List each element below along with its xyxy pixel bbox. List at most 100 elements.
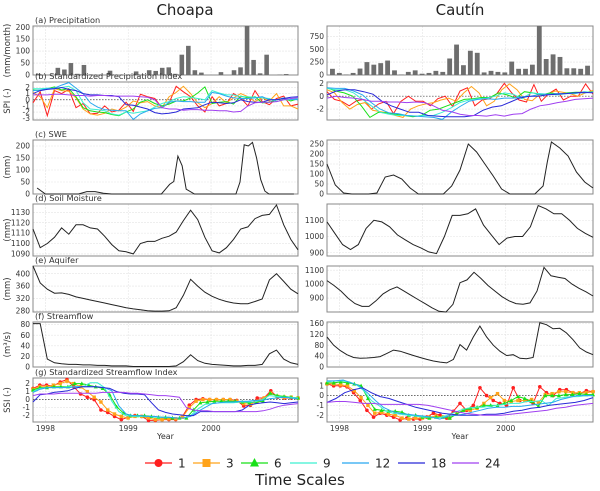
x-tick-label: 1998	[36, 424, 55, 433]
marker-triangle	[543, 393, 548, 398]
marker-square	[516, 398, 520, 403]
marker-square	[523, 398, 527, 403]
precip-bar	[543, 59, 549, 75]
y-axis-label: (m³/s)	[3, 332, 13, 358]
precip-bar	[192, 70, 198, 75]
marker-triangle	[261, 399, 266, 403]
precip-bar	[107, 70, 113, 75]
marker-circle	[85, 395, 90, 400]
precip-bar	[433, 70, 439, 75]
series-line-24	[33, 93, 299, 113]
marker-square	[201, 397, 205, 402]
precip-bar	[186, 45, 191, 75]
marker-triangle	[481, 403, 486, 407]
panel-title: (b) Standardized Precipitation Index	[35, 71, 182, 81]
marker-square	[564, 389, 568, 394]
legend-label: 1	[178, 457, 186, 471]
precip-bar	[264, 54, 269, 75]
marker-square	[173, 417, 178, 421]
marker-square	[359, 395, 363, 400]
y-axis-label: SPI (-)	[3, 88, 13, 113]
series-line-streamflow	[33, 323, 299, 367]
legend-marker-circle	[154, 459, 163, 467]
precip-bar	[55, 67, 61, 75]
axes-frame	[32, 25, 299, 76]
panel-title: (d) Soil Moisture	[35, 193, 102, 203]
legend-entry-9: 9	[290, 457, 331, 471]
y-tick-label: 150	[16, 154, 31, 163]
axes-frame	[32, 265, 299, 313]
y-tick-label: 1	[25, 89, 30, 98]
precip-bar	[557, 56, 563, 75]
marker-square	[92, 395, 96, 399]
y-tick-label: -1	[23, 403, 31, 412]
series-line-24	[32, 391, 299, 413]
precip-bar	[133, 71, 139, 75]
y-tick-label: 1090	[11, 250, 30, 259]
marker-circle	[365, 408, 369, 413]
marker-square	[262, 396, 266, 400]
panel-choapa-swe: 0 50 100 150 200 (c) SWE (mm)	[3, 129, 299, 199]
series-line-24	[326, 95, 594, 117]
y-tick-label: 150	[16, 35, 31, 44]
precip-bar	[330, 68, 335, 75]
y-tick-label: 0	[25, 395, 30, 404]
precip-bar	[536, 26, 542, 75]
axes-frame	[326, 377, 594, 423]
marker-square	[112, 412, 117, 416]
precip-bar	[146, 70, 152, 75]
y-tick-label: 1100	[305, 216, 324, 225]
precip-bar	[179, 54, 185, 75]
legend-label: 3	[226, 457, 234, 471]
marker-triangle	[400, 410, 405, 414]
series-line-1	[32, 85, 299, 118]
precip-bar	[550, 54, 556, 75]
marker-circle	[431, 411, 436, 416]
series-line-12	[32, 82, 299, 121]
axes-frame	[32, 81, 299, 121]
y-axis-label: (mm/month)	[3, 24, 13, 78]
panel-title: (a) Precipitation	[35, 15, 100, 25]
y-tick-label: 250	[310, 58, 325, 67]
y-tick-label: 0	[319, 363, 324, 372]
legend-label: 6	[274, 457, 282, 471]
y-tick-label: 60	[20, 331, 30, 340]
series-line-swe	[36, 141, 294, 195]
precip-bar	[461, 65, 466, 75]
y-tick-label: -2	[23, 411, 31, 420]
marker-square	[536, 400, 541, 405]
marker-square	[373, 411, 377, 415]
panel-choapa-aquifer: 280 320 360 400 (e) Aquifer (mm)	[3, 255, 299, 315]
precip-bar	[153, 70, 158, 75]
y-tick-label: 100	[16, 166, 31, 175]
precip-bar	[166, 67, 172, 75]
marker-circle	[538, 385, 542, 389]
precip-bar	[75, 73, 80, 75]
legend-entry-12: 12	[342, 457, 390, 471]
panel-cautin-spi: -2 0 2	[317, 79, 594, 121]
y-tick-label: 1000	[305, 280, 324, 289]
marker-square	[228, 397, 232, 402]
marker-square	[187, 405, 191, 410]
precip-bar	[173, 73, 178, 75]
y-tick-label: 40	[20, 341, 30, 350]
precip-bar	[385, 60, 391, 75]
y-tick-label: 20	[20, 352, 30, 361]
marker-triangle	[331, 380, 336, 385]
precip-bar	[81, 64, 87, 75]
x-axis-label: Year	[156, 432, 175, 441]
column-title-cautin: Cautín	[436, 1, 485, 19]
y-tick-label: 0	[319, 190, 324, 199]
x-tick-label: 1999	[413, 424, 432, 433]
marker-square	[221, 397, 225, 402]
precip-bar	[283, 74, 289, 75]
y-tick-label: 200	[16, 142, 31, 151]
marker-square	[65, 379, 69, 383]
legend-title: Time Scales	[254, 471, 345, 489]
precip-bar	[35, 73, 41, 75]
y-tick-label: 1	[25, 387, 30, 396]
